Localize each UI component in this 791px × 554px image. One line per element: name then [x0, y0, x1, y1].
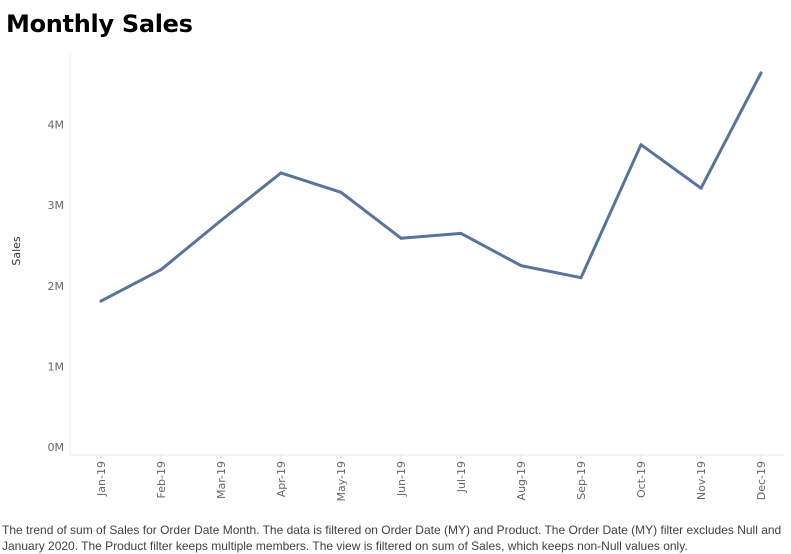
data-point[interactable] — [579, 276, 583, 280]
x-tick-label: Jan-19 — [95, 461, 108, 497]
y-tick-label: 3M — [48, 199, 65, 212]
x-tick-label: May-19 — [335, 461, 348, 502]
series-group — [99, 71, 763, 303]
x-tick-label: Dec-19 — [755, 461, 768, 500]
data-point[interactable] — [699, 186, 703, 190]
y-tick-label: 2M — [48, 280, 65, 293]
x-tick-label: Feb-19 — [155, 461, 168, 498]
chart-caption: The trend of sum of Sales for Order Date… — [2, 523, 782, 553]
chart-title: Monthly Sales — [6, 10, 193, 38]
data-point[interactable] — [159, 268, 163, 272]
x-tick-label: Sep-19 — [575, 461, 588, 500]
y-tick-label: 4M — [48, 119, 65, 132]
data-point[interactable] — [759, 71, 763, 75]
x-tick-label: Oct-19 — [635, 461, 648, 498]
data-point[interactable] — [399, 236, 403, 240]
y-tick-label: 1M — [48, 360, 65, 373]
x-axis-ticks: Jan-19 Feb-19 Mar-19 Apr-19 May-19 Jun-19 Jul-… — [95, 455, 768, 502]
y-tick-label: 0M — [48, 441, 65, 454]
data-point[interactable] — [339, 190, 343, 194]
x-tick-label: Jul-19 — [455, 461, 468, 493]
data-point[interactable] — [519, 264, 523, 268]
x-tick-label: Aug-19 — [515, 461, 528, 500]
series-line-sales — [99, 71, 763, 303]
x-tick-label: Mar-19 — [215, 461, 228, 499]
x-tick-label: Nov-19 — [695, 461, 708, 500]
data-point[interactable] — [99, 299, 103, 303]
y-axis-ticks: 0M 1M 2M 3M 4M — [48, 119, 65, 454]
y-axis-label: Sales — [10, 236, 23, 266]
x-tick-label: Jun-19 — [395, 461, 408, 497]
x-tick-label: Apr-19 — [275, 461, 288, 497]
data-point[interactable] — [639, 143, 643, 147]
line-chart: Sales 0M 1M 2M 3M 4M Jan-19 Feb-19 Mar-19 Apr-1… — [10, 52, 785, 502]
data-point[interactable] — [279, 171, 283, 175]
data-point[interactable] — [219, 219, 223, 222]
data-point[interactable] — [459, 231, 463, 235]
